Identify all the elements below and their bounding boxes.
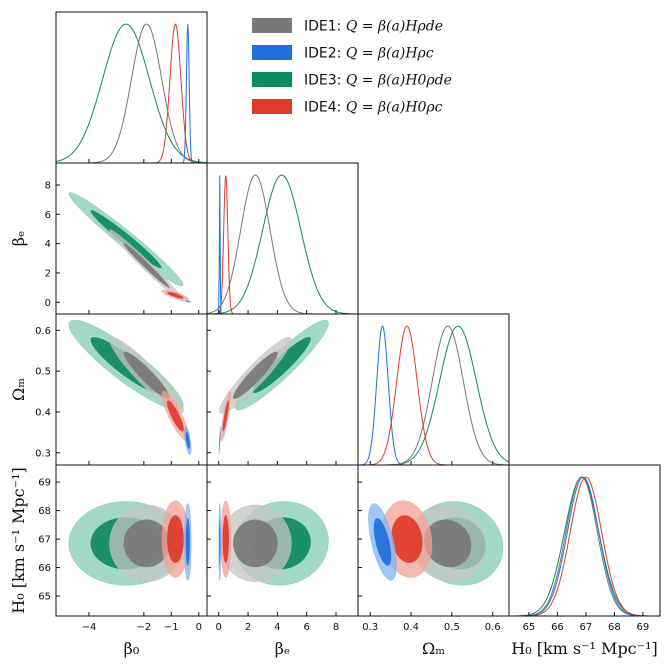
legend-label-ide2: IDE2: Q = β(a)Hρc [304, 46, 434, 62]
y-tick-label: 69 [38, 478, 51, 489]
legend-swatch-ide4 [252, 99, 292, 114]
x-tick-label: 0 [216, 622, 222, 633]
y-axis-label-omegam: Ωₘ [9, 378, 28, 401]
legend-label-ide4: IDE4: Q = β(a)H0ρc [304, 100, 443, 116]
x-axis-label-beta0: β₀ [124, 639, 140, 658]
contour-68-ide1 [424, 519, 472, 568]
contour-68-ide1 [123, 351, 170, 399]
marginal-curve-ide4-betae [207, 175, 358, 314]
panel-betae-omegam [206, 313, 359, 466]
panel-betae-H0: 0 2 4 6 8 [206, 464, 359, 633]
legend-label-ide1: IDE1: Q = β(a)Hρde [304, 19, 443, 35]
marginal-curve-ide2-omegam [358, 325, 509, 465]
marginal-curve-ide3-H0 [509, 476, 660, 616]
x-tick-label: 68 [608, 622, 621, 633]
x-tick-label: −2 [136, 622, 151, 633]
marginal-curve-ide1-omegam [358, 325, 509, 465]
panel-beta0-betae: 0 2 4 6 8 [45, 162, 208, 315]
contour-68-ide2 [373, 518, 392, 566]
marginal-curve-ide4-omegam [358, 325, 509, 465]
y-tick-label: 68 [38, 506, 51, 517]
y-tick-label: 8 [45, 180, 51, 191]
y-tick-label: 0.6 [35, 326, 51, 337]
y-tick-label: 2 [45, 268, 51, 279]
x-tick-label: 6 [304, 622, 310, 633]
marginal-curve-ide2-beta0 [56, 24, 207, 163]
panel-frame [55, 11, 208, 164]
x-tick-label: 0.5 [444, 622, 460, 633]
x-tick-label: 4 [274, 622, 280, 633]
contour-68-ide2 [185, 431, 190, 450]
legend-swatch-ide2 [252, 45, 292, 60]
marginal-curve-ide3-omegam [358, 325, 509, 465]
contour-68-ide2 [219, 518, 221, 566]
contour-68-ide3 [90, 210, 162, 269]
contour-68-ide1 [123, 243, 170, 288]
marginal-curve-ide4-beta0 [56, 23, 207, 163]
contour-68-ide4 [222, 400, 229, 432]
x-tick-label: −4 [82, 622, 97, 633]
panel-frame [206, 313, 359, 466]
y-tick-label: 0.5 [35, 367, 51, 378]
panel-beta0-omegam: 0.3 0.4 0.5 0.6 [35, 313, 208, 466]
x-axis-label-omegam: Ωₘ [422, 639, 445, 658]
x-tick-label: 67 [580, 622, 593, 633]
contour-68-ide3 [252, 337, 311, 393]
x-axis-label-H0: H₀ [km s⁻¹ Mpc⁻¹] [511, 639, 658, 658]
marginal-curve-ide1-betae [207, 174, 358, 314]
x-tick-label: 65 [523, 622, 536, 633]
panel-beta0-beta0 [55, 11, 208, 164]
x-tick-label: 0.3 [362, 622, 378, 633]
marginal-curve-ide1-beta0 [56, 23, 207, 163]
contour-68-ide2 [185, 518, 190, 566]
x-tick-label: 69 [637, 622, 650, 633]
marginal-curve-ide1-H0 [509, 476, 660, 616]
panel-betae-betae [206, 162, 359, 315]
x-tick-label: 0.6 [485, 622, 501, 633]
panel-omegam-H0: 0.3 0.4 0.5 0.6 [357, 464, 510, 633]
x-axis-label-betae: βₑ [275, 639, 290, 658]
legend-swatch-ide3 [252, 72, 292, 87]
y-tick-label: 66 [38, 563, 51, 574]
y-tick-label: 0 [45, 298, 51, 309]
marginal-curve-ide2-H0 [509, 476, 660, 616]
contour-68-ide4 [167, 400, 184, 432]
contour-68-ide2 [185, 300, 190, 302]
y-axis-label-H0: H₀ [km s⁻¹ Mpc⁻¹] [9, 467, 28, 614]
panel-frame [508, 464, 661, 617]
x-tick-label: 0 [196, 622, 202, 633]
x-tick-label: 8 [333, 622, 339, 633]
y-tick-label: 0.3 [35, 448, 51, 459]
panel-omegam-omegam [357, 313, 510, 466]
y-tick-label: 67 [38, 535, 51, 546]
x-tick-label: −1 [164, 622, 179, 633]
contour-68-ide4 [222, 515, 229, 563]
contour-68-ide4 [167, 292, 184, 299]
contour-68-ide2 [219, 431, 221, 450]
legend: IDE1: Q = β(a)Hρde IDE2: Q = β(a)Hρc IDE3:… [252, 18, 452, 116]
legend-label-ide3: IDE3: Q = β(a)H0ρde [304, 73, 452, 89]
x-tick-label: 2 [245, 622, 251, 633]
y-tick-label: 0.4 [35, 407, 51, 418]
marginal-curve-ide3-betae [207, 174, 358, 314]
marginal-curve-ide4-H0 [509, 476, 660, 616]
contour-68-ide1 [123, 519, 170, 568]
contour-68-ide4 [167, 515, 184, 563]
y-tick-label: 4 [45, 239, 51, 250]
y-tick-label: 65 [38, 592, 51, 603]
x-tick-label: 66 [551, 622, 564, 633]
contour-68-ide1 [233, 351, 278, 399]
panel-H0-H0: 65 66 67 68 69 [508, 464, 661, 633]
contour-68-ide4 [391, 515, 423, 563]
y-tick-label: 6 [45, 210, 51, 221]
marginal-curve-ide3-beta0 [56, 23, 207, 163]
legend-swatch-ide1 [252, 18, 292, 33]
y-axis-label-betae: βₑ [9, 231, 28, 246]
contour-68-ide1 [233, 519, 278, 568]
panel-beta0-H0: −4 −2 −1 0 65 66 67 68 69 [38, 464, 208, 633]
x-tick-label: 0.4 [403, 622, 419, 633]
